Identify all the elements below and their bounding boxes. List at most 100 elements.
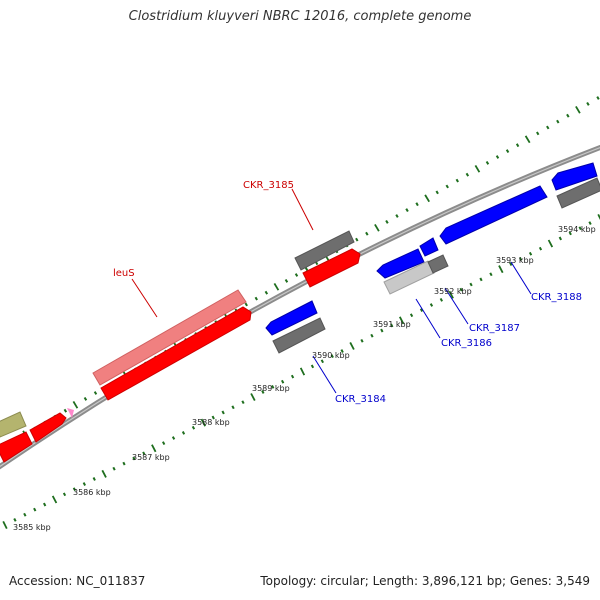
minor-tick (455, 178, 459, 183)
minor-tick (320, 359, 324, 364)
minor-tick (23, 512, 27, 517)
minor-tick (82, 482, 86, 486)
scale-label: 3594 kbp (558, 225, 596, 234)
gene-ckr3186[interactable] (376, 248, 425, 279)
label-ckr3184[interactable]: CKR_3184 (335, 394, 386, 405)
gene-ckr3185[interactable] (302, 248, 361, 288)
minor-tick (558, 236, 562, 241)
major-tick (399, 316, 405, 325)
minor-tick (142, 451, 146, 456)
label-ckr3185[interactable]: CKR_3185 (243, 180, 294, 191)
minor-tick (495, 155, 500, 159)
gene-ckr3187[interactable] (419, 237, 439, 257)
minor-tick (310, 364, 315, 369)
gene-ckr3184[interactable] (265, 300, 318, 336)
outer-tick-ring (3, 96, 600, 449)
minor-tick (181, 431, 186, 435)
minor-tick (33, 507, 37, 512)
minor-tick (365, 231, 369, 236)
minor-tick (92, 477, 96, 481)
scale-label: 3586 kbp (73, 488, 111, 497)
minor-tick (43, 502, 47, 507)
minor-tick (63, 408, 68, 413)
scale-label: 3587 kbp (132, 453, 170, 462)
minor-tick (586, 101, 590, 106)
gene-gray-right[interactable] (556, 177, 600, 209)
gene-ckr3185-gray[interactable] (294, 230, 355, 271)
leader-ckr3188 (510, 261, 532, 295)
genome-summary-text: Topology: circular; Length: 3,896,121 bp… (260, 574, 590, 588)
scale-label: 3585 kbp (13, 523, 51, 532)
label-ckr3188[interactable]: CKR_3188 (531, 292, 582, 303)
minor-tick (340, 349, 344, 353)
minor-tick (528, 251, 533, 256)
gene-olive-fragment[interactable] (0, 411, 27, 438)
minor-tick (72, 487, 77, 492)
minor-tick (479, 277, 483, 282)
major-tick (597, 213, 600, 221)
minor-tick (405, 208, 409, 213)
inner-tick-ring (2, 213, 600, 530)
gene-blue-right[interactable] (551, 162, 598, 191)
minor-tick (360, 338, 364, 343)
minor-tick (578, 226, 582, 231)
label-ckr3186[interactable]: CKR_3186 (441, 338, 492, 349)
minor-tick (515, 143, 520, 148)
gene-ckr3184-gray[interactable] (272, 317, 326, 354)
scale-label: 3593 kbp (496, 256, 534, 265)
minor-tick (538, 246, 543, 251)
leader-ckr3185 (291, 188, 314, 231)
minor-tick (556, 119, 560, 124)
major-tick (273, 282, 280, 291)
minor-tick (294, 273, 299, 277)
major-tick (498, 265, 504, 274)
gene-red-small[interactable] (29, 412, 67, 443)
scale-label: 3588 kbp (192, 418, 230, 427)
gene-pink-marker[interactable] (67, 408, 74, 418)
minor-tick (171, 436, 176, 440)
minor-tick (445, 184, 449, 189)
leader-leuS (131, 278, 158, 318)
genome-backbone-highlight (0, 146, 600, 468)
gene-red-fragment-left[interactable] (0, 431, 33, 463)
leader-ckr3186 (415, 298, 441, 339)
minor-tick (469, 282, 473, 287)
major-tick (547, 239, 554, 248)
gene-leuS-outer[interactable] (92, 289, 247, 386)
minor-tick (271, 384, 275, 389)
minor-tick (546, 125, 550, 130)
reverse-strand-genes (265, 162, 600, 354)
major-tick (424, 194, 430, 203)
minor-tick (254, 296, 258, 301)
minor-tick (290, 374, 295, 379)
major-tick (250, 393, 256, 402)
label-leader-lines (131, 188, 532, 394)
leader-ckr3184 (312, 355, 337, 394)
scale-label: 3592 kbp (434, 287, 472, 296)
minor-tick (385, 219, 389, 224)
gene-leuS[interactable] (100, 306, 252, 401)
minor-tick (566, 113, 570, 118)
minor-tick (596, 96, 600, 100)
accession-text: Accession: NC_011837 (9, 574, 146, 588)
label-ckr3187[interactable]: CKR_3187 (469, 323, 520, 334)
minor-tick (415, 202, 419, 207)
minor-tick (112, 466, 116, 471)
forward-strand-genes (0, 230, 361, 463)
minor-tick (519, 257, 523, 261)
major-tick (448, 290, 454, 299)
minor-tick (536, 131, 540, 136)
major-tick (151, 444, 157, 453)
major-tick (2, 520, 8, 530)
minor-tick (221, 410, 225, 415)
minor-tick (330, 354, 334, 359)
label-leuS[interactable]: leuS (113, 268, 135, 279)
map-title: Clostridium kluyveri NBRC 12016, complet… (128, 9, 472, 24)
leader-ckr3187 (444, 287, 469, 325)
major-tick (101, 469, 107, 478)
major-tick (524, 135, 531, 144)
minor-tick (211, 415, 215, 420)
gene-ckr3186-gray[interactable] (427, 254, 449, 274)
gene-ckr3188[interactable] (439, 185, 548, 245)
